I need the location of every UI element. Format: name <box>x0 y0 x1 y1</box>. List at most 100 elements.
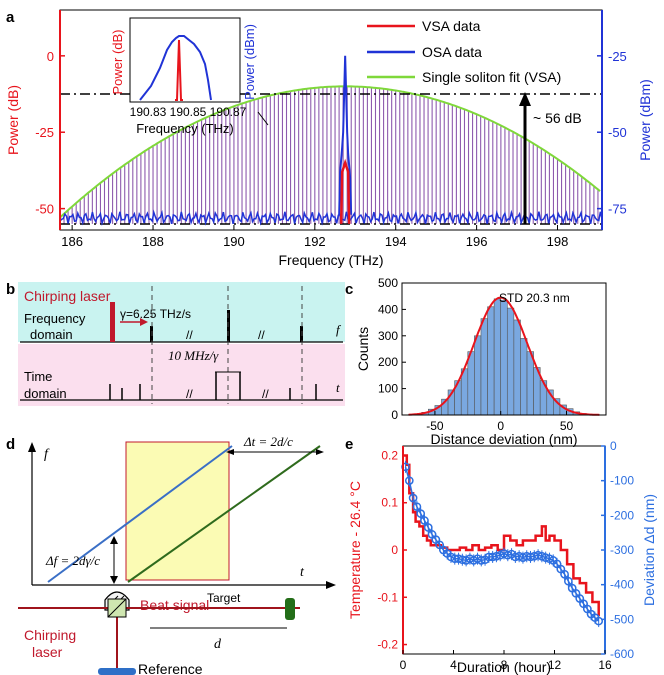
d-f-arrow <box>28 442 36 452</box>
inset-frame <box>129 17 241 103</box>
df-arrow-up <box>110 536 118 544</box>
panel-d-label: d <box>6 436 15 453</box>
inset-tick-3: 190.87 <box>210 105 247 119</box>
e-y-ticks: 0.2 0.1 0 -0.1 -0.2 <box>377 448 407 652</box>
e-x-tick-label: 12 <box>548 658 562 672</box>
panel-c-label: c <box>345 281 353 298</box>
df-arrow-down <box>110 576 118 584</box>
splitter-diagonal <box>107 598 127 618</box>
e-x-tick-label: 16 <box>598 658 612 672</box>
x-axis-label: Frequency (THz) <box>278 252 383 268</box>
histogram-bar <box>467 351 475 416</box>
y-tick-label: -50 <box>35 202 54 217</box>
gaussian-fit <box>408 296 600 416</box>
comb-lines <box>63 86 599 224</box>
frequency-domain-band <box>18 282 345 342</box>
axis-break-3: // <box>186 387 193 401</box>
e-right-y-axis-label: Deviation Δd (nm) <box>641 494 657 606</box>
fit-line <box>59 85 601 219</box>
inset: 190.83 190.85 190.87 Frequency (THz) Pow… <box>110 17 269 136</box>
c-y-tick-label: 200 <box>378 355 398 369</box>
histogram-bars <box>408 298 594 416</box>
inset-left-label: Power (dB) <box>110 29 125 94</box>
frequency-domain-line1: Frequency <box>24 311 86 326</box>
deviation-marker <box>416 509 426 518</box>
c-y-tick-label: 500 <box>378 276 398 290</box>
dt-arrow-right <box>316 449 324 455</box>
dynamic-range-label: ~ 56 dB <box>533 110 582 126</box>
y-tick-right-label: -50 <box>608 125 627 140</box>
deviation-marker <box>594 616 604 626</box>
reference-chirp <box>47 445 233 583</box>
panel-c: c -50 0 50 0 100 200 300 400 500 STD 20.3 nm Di… <box>345 276 607 447</box>
inset-vsa-curve <box>175 39 183 101</box>
histogram-bar <box>526 351 534 416</box>
c-y-tick-label: 100 <box>378 382 398 396</box>
inset-tick-1: 190.83 <box>130 105 167 119</box>
target-mirror <box>285 598 295 620</box>
dt-label: Δt = 2d/c <box>243 434 293 449</box>
histogram-bar <box>506 307 515 416</box>
deviation-marker <box>404 476 414 486</box>
x-tick-label: 196 <box>466 234 488 249</box>
e-y-tick-right-label: -100 <box>610 474 634 488</box>
histogram-bar <box>487 306 495 416</box>
left-y-ticks: 0 -25 -50 <box>35 49 65 217</box>
right-y-ticks: -25 -50 -75 <box>597 49 627 217</box>
panel-b: b Chirping laser γ=6.25 THz/s Frequency … <box>6 281 345 406</box>
e-x-axis-label: Duration (hour) <box>457 659 551 675</box>
x-tick-label: 190 <box>223 234 245 249</box>
noise-line <box>59 209 603 227</box>
axis-break-1: // <box>186 328 193 342</box>
laser-line <box>110 302 115 342</box>
deviation-marker <box>423 523 433 532</box>
c-x-tick-label: 50 <box>560 419 574 433</box>
frequency-domain-line2: domain <box>30 327 73 342</box>
df-label: Δf = 2dγ/c <box>45 553 100 568</box>
histogram-bar <box>520 338 528 416</box>
panel-e-label: e <box>345 436 353 453</box>
x-tick-label: 186 <box>61 234 83 249</box>
e-left-y-axis-label: Temperature - 26.4 °C <box>347 481 363 619</box>
e-x-tick-label: 4 <box>450 658 457 672</box>
dt-arrow-left <box>226 449 234 455</box>
e-x-ticks: 0 4 8 12 16 <box>400 650 612 672</box>
histogram-bar <box>474 335 482 416</box>
distance-label: d <box>214 637 222 652</box>
e-y-tick-right-label: 0 <box>610 439 617 453</box>
x-tick-label: 192 <box>304 234 326 249</box>
d-t-label: t <box>300 565 305 580</box>
soliton-fit-curve <box>59 85 601 219</box>
c-x-ticks: -50 0 50 <box>426 411 574 433</box>
y-tick-right-label: -75 <box>608 202 627 217</box>
d-t-arrow <box>326 581 336 589</box>
e-x-tick-label: 0 <box>400 658 407 672</box>
x-tick-label: 194 <box>385 234 407 249</box>
deviation-series <box>404 466 600 622</box>
std-annotation: STD 20.3 nm <box>499 291 570 305</box>
y-tick-label: 0 <box>47 49 54 64</box>
e-y-tick-label: 0.1 <box>381 496 398 510</box>
y-tick-label: -25 <box>35 125 54 140</box>
c-x-tick-label: -50 <box>426 419 444 433</box>
deviation-marker <box>412 502 422 512</box>
inset-osa-curve <box>139 35 212 101</box>
histogram-bar <box>513 319 521 416</box>
c-y-tick-label: 0 <box>391 408 398 422</box>
time-domain-line2: domain <box>24 386 67 401</box>
arrow-head <box>519 92 531 106</box>
c-y-tick-label: 400 <box>378 302 398 316</box>
c-x-tick-label: 0 <box>497 419 504 433</box>
deviation-marker <box>560 569 569 579</box>
panel-c-frame <box>401 282 607 416</box>
axis-break-2: // <box>258 328 265 342</box>
inset-tick-2: 190.85 <box>170 105 207 119</box>
deviation-marker <box>564 576 573 586</box>
e-y-tick-right-label: -400 <box>610 578 634 592</box>
e-y-tick-label: -0.2 <box>377 638 398 652</box>
e-right-y-ticks: 0 -100 -200 -300 -400 -500 -600 <box>601 439 634 661</box>
legend-fit: Single soliton fit (VSA) <box>422 69 561 85</box>
pump-peak <box>338 55 353 224</box>
osa-peak <box>338 55 353 215</box>
